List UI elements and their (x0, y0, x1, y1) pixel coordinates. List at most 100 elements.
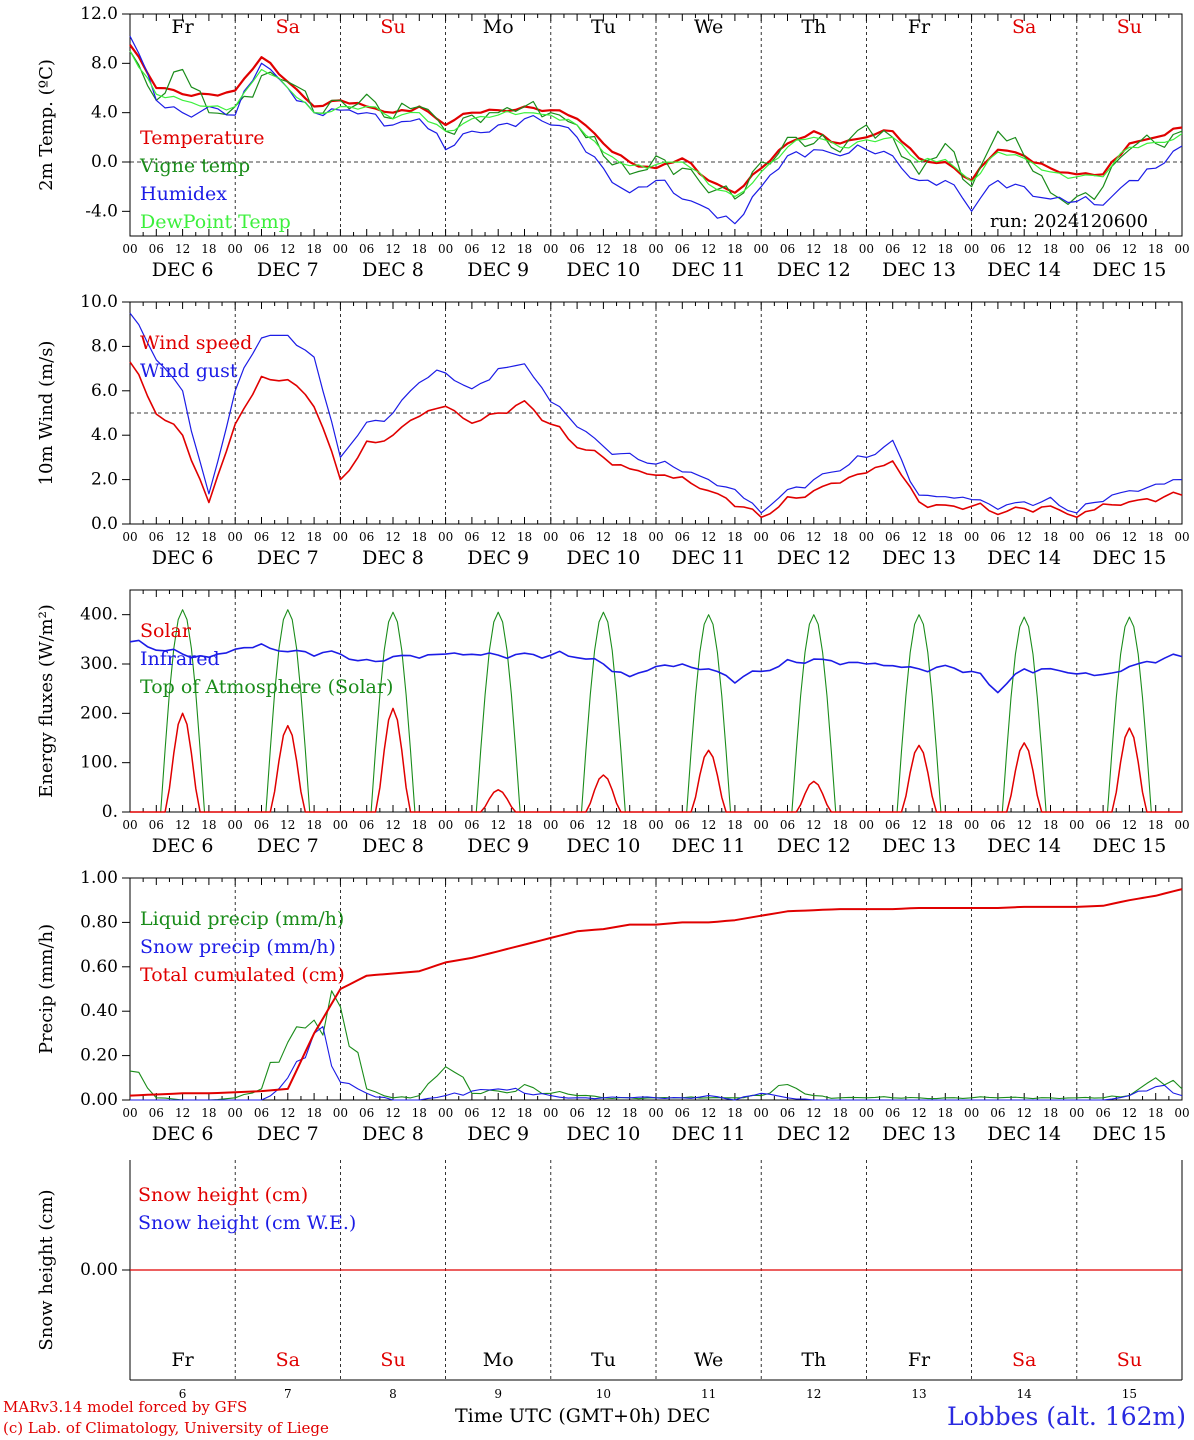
y-axis-title: 2m Temp. (ºC) (36, 59, 57, 191)
y-tick-label: 4.0 (91, 103, 118, 123)
hour-tick-label: 00 (648, 242, 663, 256)
hour-tick-label: 12 (701, 530, 716, 544)
hour-tick-label: 00 (754, 530, 769, 544)
date-label: DEC 8 (362, 259, 424, 281)
surface-solar-line (235, 724, 341, 813)
hour-tick-label: 12 (596, 1106, 611, 1120)
y-tick-label: 8.0 (91, 336, 118, 356)
hour-tick-label: 00 (859, 242, 874, 256)
hour-tick-label: 12 (701, 818, 716, 832)
y-tick-label: 12.0 (80, 4, 118, 24)
hour-tick-label: 18 (412, 818, 427, 832)
date-label: DEC 13 (882, 835, 956, 857)
y-tick-label: 400. (80, 605, 118, 625)
surface-solar-line (130, 712, 236, 813)
date-label: DEC 15 (1092, 547, 1166, 569)
temperature-series-line (129, 44, 1183, 194)
toa-solar-line (340, 611, 446, 813)
date-label: DEC 10 (566, 1123, 640, 1145)
hour-tick-label: 06 (1095, 530, 1110, 544)
hour-tick-label: 18 (727, 242, 742, 256)
surface-solar-line (550, 774, 656, 813)
hour-tick-label: 06 (675, 818, 690, 832)
temperature-series-line (129, 50, 1183, 205)
hour-tick-label: 18 (1043, 242, 1058, 256)
hour-tick-label: 18 (201, 1106, 216, 1120)
hour-tick-label: 18 (832, 818, 847, 832)
hour-tick-label: 18 (938, 530, 953, 544)
hour-tick-label: 06 (885, 242, 900, 256)
hour-tick-label: 18 (1148, 818, 1163, 832)
hour-tick-label: 00 (228, 818, 243, 832)
hour-tick-label: 00 (1069, 530, 1084, 544)
hour-tick-label: 00 (122, 818, 137, 832)
date-label: DEC 11 (672, 835, 746, 857)
hour-tick-label: 00 (1174, 1106, 1189, 1120)
date-label: DEC 12 (777, 259, 851, 281)
hour-tick-label: 00 (648, 818, 663, 832)
y-tick-label: 4.0 (91, 425, 118, 445)
hour-tick-label: 18 (306, 530, 321, 544)
hour-tick-label: 12 (1017, 1106, 1032, 1120)
hour-tick-label: 12 (175, 530, 190, 544)
hour-tick-label: 06 (1095, 1106, 1110, 1120)
hour-tick-label: 06 (780, 530, 795, 544)
legend-entry: Wind speed (140, 332, 252, 354)
day-number-label: 15 (1122, 1387, 1137, 1401)
hour-tick-label: 18 (938, 242, 953, 256)
surface-solar-line (445, 789, 551, 813)
date-label: DEC 12 (777, 835, 851, 857)
date-label: DEC 14 (987, 259, 1061, 281)
hour-tick-label: 00 (859, 1106, 874, 1120)
y-tick-label: 0.80 (80, 912, 118, 932)
y-tick-label: 0.00 (80, 1090, 118, 1110)
legend-entry: Snow height (cm W.E.) (138, 1212, 356, 1234)
day-number-label: 10 (596, 1387, 611, 1401)
hour-tick-label: 12 (806, 242, 821, 256)
date-label: DEC 6 (152, 1123, 214, 1145)
hour-tick-label: 12 (491, 242, 506, 256)
hour-tick-label: 18 (306, 1106, 321, 1120)
temperature-series-line (129, 50, 1183, 198)
y-axis-title: 10m Wind (m/s) (36, 341, 57, 486)
hour-tick-label: 06 (359, 242, 374, 256)
hour-tick-label: 00 (122, 1106, 137, 1120)
station-name: Lobbes (alt. 162m) (946, 1402, 1186, 1431)
hour-tick-label: 06 (569, 818, 584, 832)
hour-tick-label: 12 (701, 1106, 716, 1120)
hour-tick-label: 06 (675, 530, 690, 544)
hour-tick-label: 12 (806, 1106, 821, 1120)
date-label: DEC 13 (882, 547, 956, 569)
hour-tick-label: 06 (675, 242, 690, 256)
hour-tick-label: 06 (464, 1106, 479, 1120)
day-of-week-label: We (694, 16, 723, 38)
date-label: DEC 8 (362, 835, 424, 857)
date-label: DEC 7 (257, 547, 319, 569)
toa-solar-line (1076, 616, 1182, 813)
hour-tick-label: 12 (596, 530, 611, 544)
hour-tick-label: 00 (1069, 818, 1084, 832)
legend-entry: Snow height (cm) (138, 1184, 308, 1206)
day-of-week-label: Tu (591, 16, 616, 38)
toa-solar-line (971, 616, 1077, 813)
hour-tick-label: 06 (569, 242, 584, 256)
legend-entry: Top of Atmosphere (Solar) (140, 676, 393, 698)
date-label: DEC 10 (566, 259, 640, 281)
hour-tick-label: 00 (964, 530, 979, 544)
date-label: DEC 15 (1092, 1123, 1166, 1145)
hour-tick-label: 12 (280, 242, 295, 256)
legend-entry: Snow precip (mm/h) (140, 936, 336, 958)
hour-tick-label: 18 (201, 818, 216, 832)
hour-tick-label: 18 (517, 242, 532, 256)
hour-tick-label: 12 (385, 818, 400, 832)
hour-tick-label: 18 (306, 242, 321, 256)
toa-solar-line (445, 611, 551, 813)
day-of-week-label: Fr (908, 16, 931, 38)
date-label: DEC 9 (467, 1123, 529, 1145)
hour-tick-label: 18 (412, 1106, 427, 1120)
hour-tick-label: 12 (175, 1106, 190, 1120)
legend-entry: Infrared (140, 648, 220, 670)
legend-entry: DewPoint Temp (140, 211, 291, 233)
hour-tick-label: 06 (359, 1106, 374, 1120)
lab-credit: (c) Lab. of Climatology, University of L… (3, 1419, 329, 1437)
